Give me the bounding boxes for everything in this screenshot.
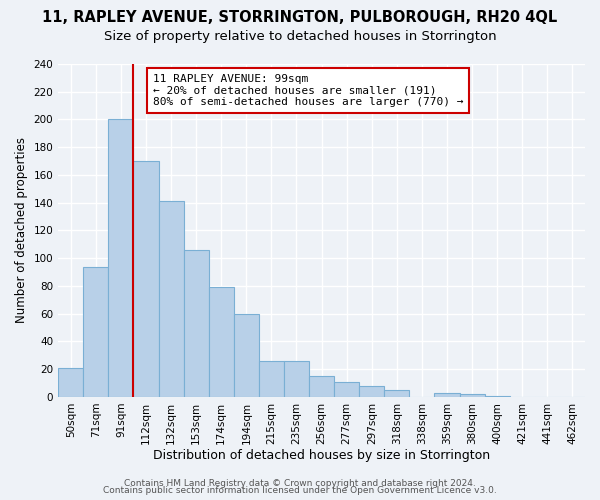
Bar bbox=[284, 361, 309, 397]
Text: Size of property relative to detached houses in Storrington: Size of property relative to detached ho… bbox=[104, 30, 496, 43]
Y-axis label: Number of detached properties: Number of detached properties bbox=[15, 138, 28, 324]
Bar bbox=[359, 386, 385, 397]
Bar bbox=[234, 314, 259, 397]
Bar bbox=[385, 390, 409, 397]
Bar bbox=[184, 250, 209, 397]
Text: Contains HM Land Registry data © Crown copyright and database right 2024.: Contains HM Land Registry data © Crown c… bbox=[124, 478, 476, 488]
Bar bbox=[83, 266, 109, 397]
Bar bbox=[58, 368, 83, 397]
Bar bbox=[133, 161, 158, 397]
Bar bbox=[485, 396, 510, 397]
Bar bbox=[434, 393, 460, 397]
Text: 11 RAPLEY AVENUE: 99sqm
← 20% of detached houses are smaller (191)
80% of semi-d: 11 RAPLEY AVENUE: 99sqm ← 20% of detache… bbox=[153, 74, 463, 107]
Text: 11, RAPLEY AVENUE, STORRINGTON, PULBOROUGH, RH20 4QL: 11, RAPLEY AVENUE, STORRINGTON, PULBOROU… bbox=[43, 10, 557, 25]
Bar bbox=[209, 288, 234, 397]
Bar bbox=[309, 376, 334, 397]
Bar bbox=[334, 382, 359, 397]
X-axis label: Distribution of detached houses by size in Storrington: Distribution of detached houses by size … bbox=[153, 450, 490, 462]
Bar bbox=[158, 202, 184, 397]
Bar bbox=[259, 361, 284, 397]
Bar bbox=[109, 120, 133, 397]
Text: Contains public sector information licensed under the Open Government Licence v3: Contains public sector information licen… bbox=[103, 486, 497, 495]
Bar bbox=[460, 394, 485, 397]
